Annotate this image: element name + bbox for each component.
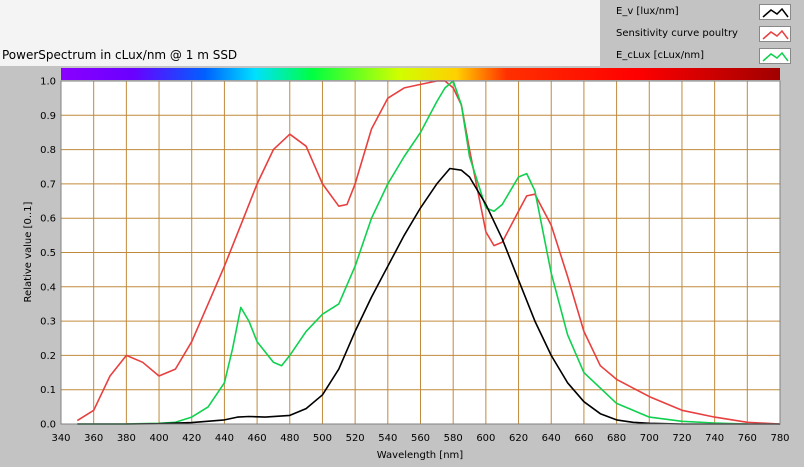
x-axis-title: Wavelength [nm] (377, 450, 463, 461)
legend-item-ev[interactable]: E_v [lux/nm] (609, 2, 794, 22)
x-tick-label: 720 (672, 433, 691, 444)
y-tick-label: 0.5 (40, 248, 56, 259)
series-line-eclux (77, 80, 748, 425)
x-tick-label: 420 (182, 433, 201, 444)
y-tick-label: 0.6 (40, 214, 56, 225)
y-tick-label: 1.0 (40, 77, 56, 88)
x-tick-label: 400 (149, 433, 168, 444)
legend-label: E_v [lux/nm] (616, 6, 679, 17)
y-tick-label: 0.7 (40, 179, 56, 190)
x-tick-label: 540 (378, 433, 397, 444)
plot-border (60, 80, 781, 425)
legend-swatch-icon[interactable] (759, 4, 791, 20)
x-tick-label: 560 (411, 433, 430, 444)
x-tick-label: 640 (542, 433, 561, 444)
legend-swatch-icon[interactable] (759, 26, 791, 42)
x-tick-label: 660 (574, 433, 593, 444)
legend-swatch-icon[interactable] (759, 48, 791, 64)
grid (60, 80, 781, 425)
y-tick-label: 0.8 (40, 145, 56, 156)
legend-item-eclux[interactable]: E_cLux [cLux/nm] (609, 46, 794, 66)
y-axis-title: Relative value [0..1] (23, 201, 34, 302)
x-tick-label: 700 (640, 433, 659, 444)
y-tick-label: 0.9 (40, 111, 56, 122)
x-tick-label: 340 (51, 433, 70, 444)
x-tick-label: 780 (770, 433, 789, 444)
x-tick-label: 620 (509, 433, 528, 444)
title-panel: PowerSpectrum in cLux/nm @ 1 m SSD (0, 0, 600, 66)
y-ticks: 0.0 0.1 0.2 0.3 0.4 0.5 0.6 0.7 0.8 0.9 1.0 (40, 77, 56, 431)
x-tick-label: 460 (248, 433, 267, 444)
x-tick-label: 680 (607, 433, 626, 444)
x-tick-label: 600 (476, 433, 495, 444)
x-tick-label: 580 (444, 433, 463, 444)
x-tick-label: 500 (313, 433, 332, 444)
x-ticks: 340 360 380 400 420 440 460 480 500 520 540 560 580 6… (51, 433, 789, 444)
chart-title: PowerSpectrum in cLux/nm @ 1 m SSD (2, 48, 238, 62)
y-tick-label: 0.2 (40, 351, 56, 362)
x-tick-label: 760 (738, 433, 757, 444)
series-line-ev (77, 167, 780, 425)
legend-label: Sensitivity curve poultry (616, 28, 738, 39)
legend-item-sensitivity[interactable]: Sensitivity curve poultry (609, 24, 794, 44)
x-tick-label: 380 (117, 433, 136, 444)
y-tick-label: 0.4 (40, 282, 56, 293)
x-tick-label: 360 (84, 433, 103, 444)
series-layer (76, 80, 781, 425)
series-line-sensitivity (76, 80, 781, 425)
legend-label: E_cLux [cLux/nm] (616, 50, 705, 61)
y-tick-label: 0.3 (40, 317, 56, 328)
x-tick-label: 520 (346, 433, 365, 444)
x-tick-label: 480 (280, 433, 299, 444)
x-tick-label: 740 (705, 433, 724, 444)
x-tick-label: 440 (215, 433, 234, 444)
legend: E_v [lux/nm] Sensitivity curve poultry E… (609, 0, 794, 66)
y-tick-label: 0.1 (40, 385, 56, 396)
y-tick-label: 0.0 (40, 420, 56, 431)
spectrum-bar (61, 68, 780, 80)
